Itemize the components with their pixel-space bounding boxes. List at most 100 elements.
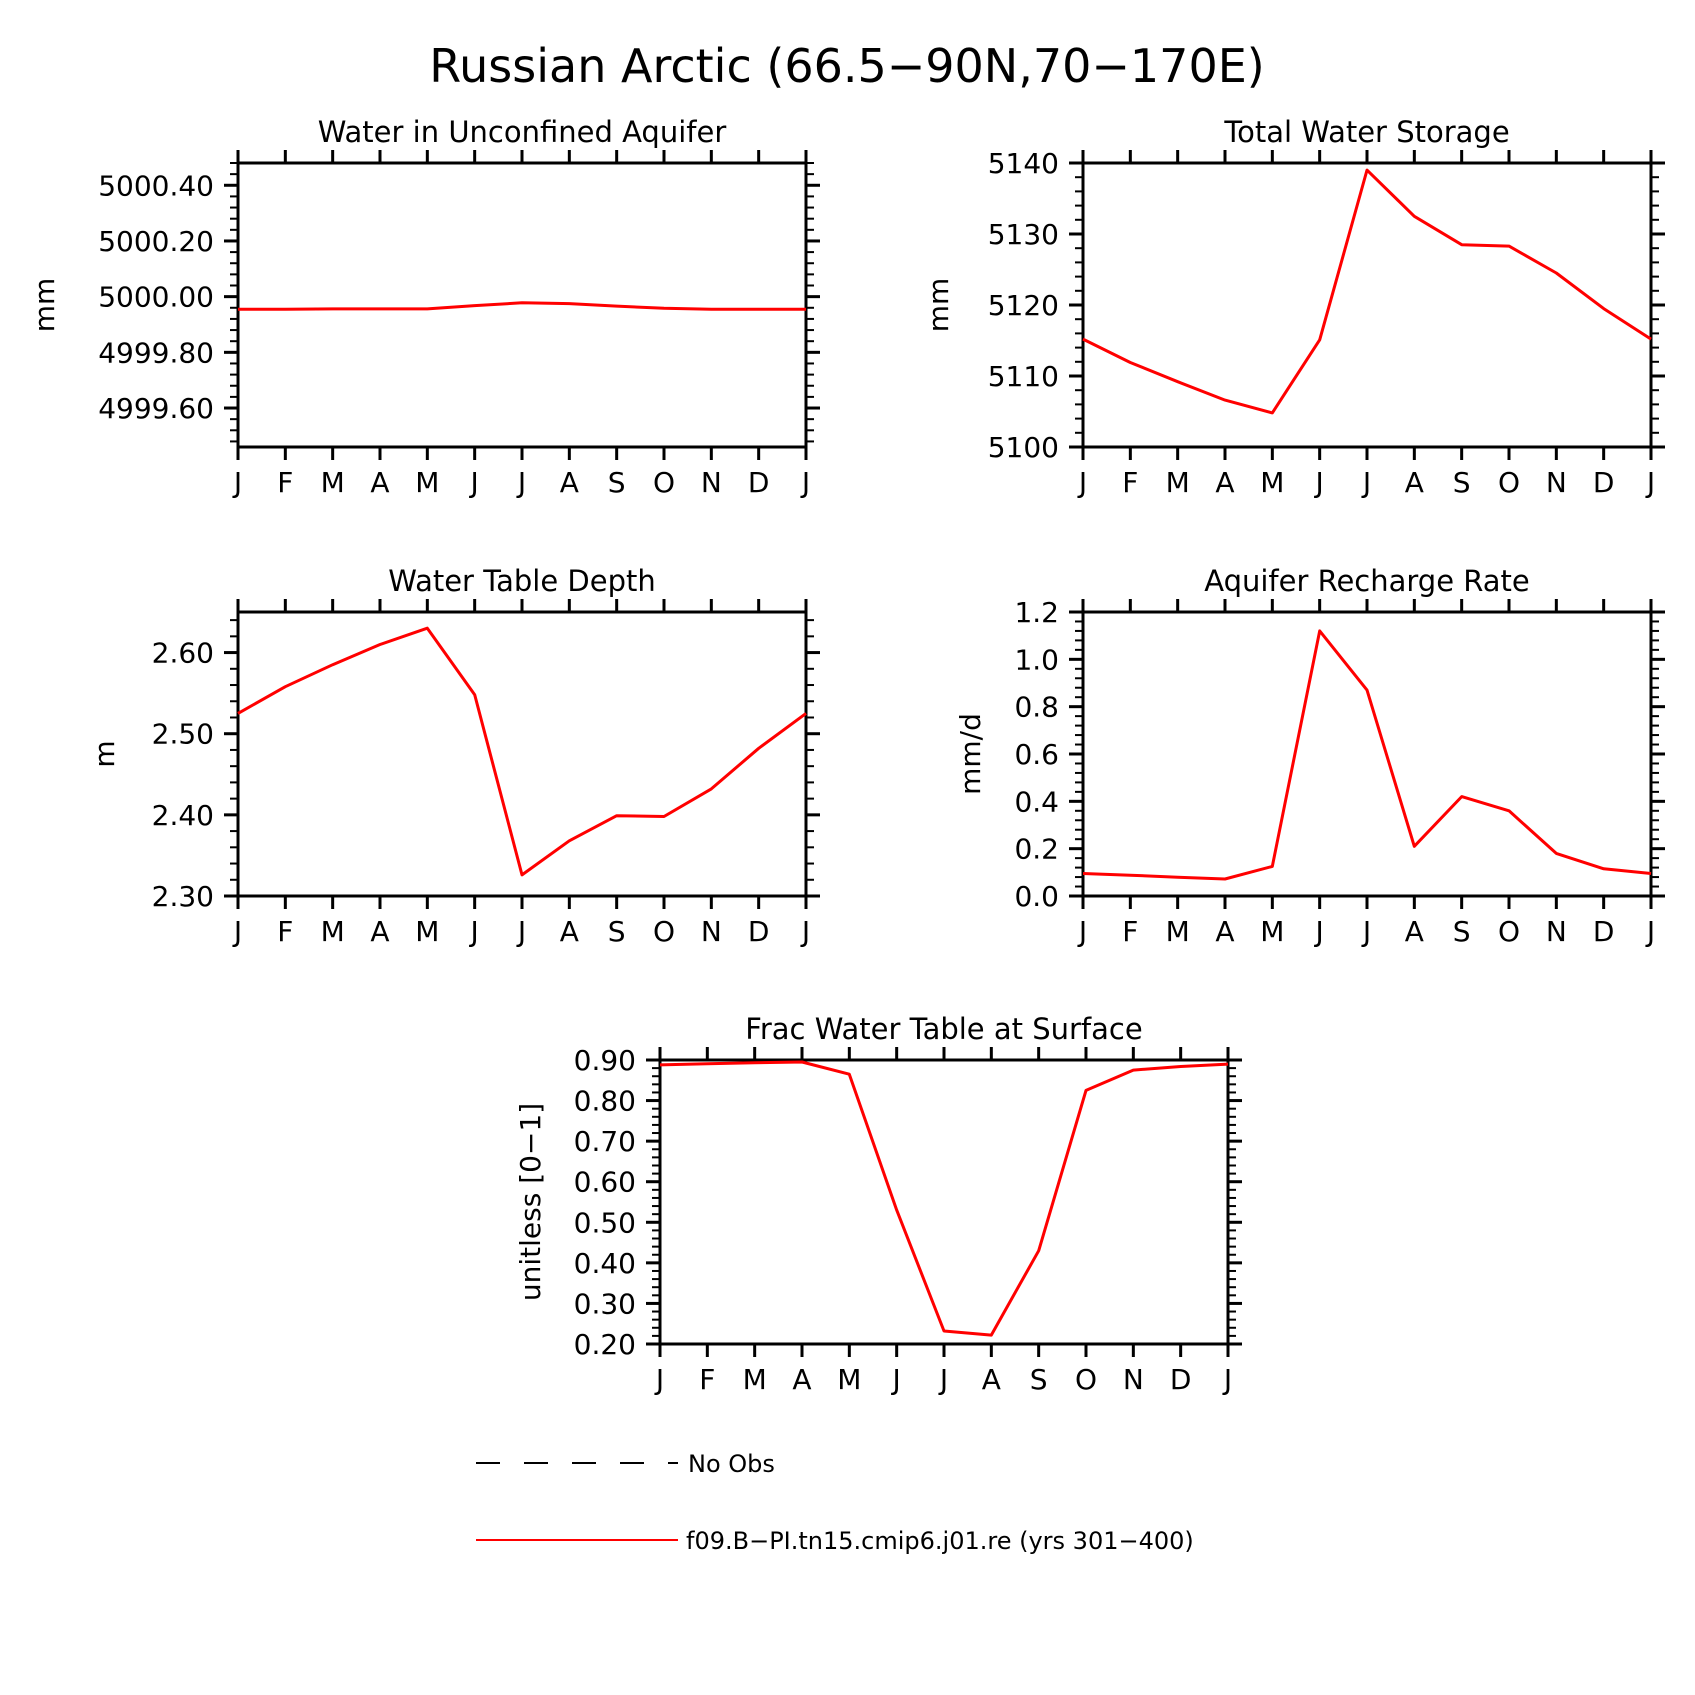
y-tick-label: 0.8 (1014, 691, 1059, 724)
x-tick-label: O (1498, 466, 1520, 499)
x-tick-label: O (653, 466, 675, 499)
x-tick-label: D (748, 466, 770, 499)
y-tick-label: 0.70 (574, 1125, 636, 1158)
panel-title: Water Table Depth (388, 564, 656, 598)
x-tick-label: A (560, 466, 579, 499)
y-tick-label: 4999.60 (98, 392, 214, 425)
y-tick-label: 4999.80 (98, 336, 214, 369)
x-tick-label: M (1166, 466, 1190, 499)
panel-title: Frac Water Table at Surface (745, 1012, 1142, 1046)
x-tick-label: J (516, 466, 526, 499)
series-line-1 (1082, 168, 1652, 415)
y-axis-label: mm (922, 278, 955, 333)
plot-frame (658, 1058, 1230, 1346)
x-tick-label: J (1077, 915, 1087, 948)
y-tick-label: 1.2 (1014, 596, 1059, 629)
x-tick-label: J (800, 466, 810, 499)
y-axis-label: mm (28, 278, 61, 333)
x-tick-label: J (1314, 915, 1324, 948)
y-tick-label: 2.30 (152, 880, 214, 913)
x-tick-label: F (1122, 466, 1138, 499)
legend: No Obs f09.B−PI.tn15.cmip6.j01.re (yrs 3… (476, 1450, 1194, 1555)
x-tick-label: O (1075, 1363, 1097, 1396)
y-tick-label: 0.80 (574, 1085, 636, 1118)
x-tick-label: J (800, 915, 810, 948)
x-tick-label: J (938, 1363, 948, 1396)
y-axis-label: mm/d (954, 713, 987, 795)
y-tick-label: 5000.00 (98, 281, 214, 314)
x-tick-label: S (1453, 915, 1471, 948)
series-line-1 (237, 626, 807, 877)
chart-panel-1: J F M A M J J A S O N D J4999.604999.805000.005000.2… (28, 115, 820, 499)
y-tick-label: 0.4 (1014, 785, 1059, 818)
x-tick-label: D (748, 915, 770, 948)
chart-panel-5: J F M A M J J A S O N D J0.200.300.400.500.600.700.8… (514, 1012, 1242, 1396)
x-tick-label: M (1166, 915, 1190, 948)
x-tick-label: J (1077, 466, 1087, 499)
y-tick-label: 5100 (988, 431, 1059, 464)
panels: J F M A M J J A S O N D J4999.604999.805000.005000.2… (28, 115, 1665, 1396)
y-tick-label: 0.0 (1014, 880, 1059, 913)
plot-frame (1081, 610, 1653, 898)
x-tick-label: F (277, 915, 293, 948)
x-tick-label: J (654, 1363, 664, 1396)
y-tick-label: 1.0 (1014, 643, 1059, 676)
x-tick-label: M (321, 466, 345, 499)
x-tick-label: J (1645, 466, 1655, 499)
x-tick-label: A (1215, 915, 1234, 948)
x-tick-label: A (792, 1363, 811, 1396)
x-tick-label: M (321, 915, 345, 948)
x-tick-label: O (1498, 915, 1520, 948)
x-tick-label: D (1593, 466, 1615, 499)
plot-frame (1081, 161, 1653, 449)
y-tick-label: 0.90 (574, 1044, 636, 1077)
y-axis-label: m (88, 740, 121, 767)
chart-panel-4: J F M A M J J A S O N D J0.00.20.40.60.81.01.2Aquife… (954, 564, 1665, 948)
x-tick-label: A (1405, 915, 1424, 948)
panel-title: Water in Unconfined Aquifer (318, 115, 727, 149)
y-tick-label: 0.2 (1014, 833, 1059, 866)
x-tick-label: J (469, 915, 479, 948)
x-tick-label: J (1314, 466, 1324, 499)
series-line-1 (1082, 629, 1652, 881)
y-tick-label: 2.60 (152, 637, 214, 670)
x-tick-label: J (232, 915, 242, 948)
x-tick-label: J (1645, 915, 1655, 948)
x-tick-label: D (1593, 915, 1615, 948)
x-tick-label: S (608, 915, 626, 948)
plot-frame (236, 161, 808, 449)
y-tick-label: 2.40 (152, 799, 214, 832)
x-tick-label: J (469, 466, 479, 499)
x-tick-label: D (1170, 1363, 1192, 1396)
x-tick-label: O (653, 915, 675, 948)
y-tick-label: 2.50 (152, 718, 214, 751)
x-tick-label: J (232, 466, 242, 499)
x-tick-label: A (370, 915, 389, 948)
plot-frame (236, 610, 808, 898)
x-tick-label: N (701, 915, 722, 948)
series-line-1 (659, 1060, 1229, 1337)
x-tick-label: F (699, 1363, 715, 1396)
x-tick-label: A (1405, 466, 1424, 499)
panel-title: Total Water Storage (1223, 115, 1509, 149)
x-tick-label: M (415, 466, 439, 499)
y-tick-label: 0.20 (574, 1328, 636, 1361)
x-tick-label: A (1215, 466, 1234, 499)
y-tick-label: 0.60 (574, 1166, 636, 1199)
y-tick-label: 5130 (988, 218, 1059, 251)
x-tick-label: M (837, 1363, 861, 1396)
panel-title: Aquifer Recharge Rate (1204, 564, 1530, 598)
x-tick-label: S (1030, 1363, 1048, 1396)
x-tick-label: M (743, 1363, 767, 1396)
x-tick-label: J (1222, 1363, 1232, 1396)
x-tick-label: S (1453, 466, 1471, 499)
x-tick-label: A (370, 466, 389, 499)
y-tick-label: 5140 (988, 147, 1059, 180)
legend-no-obs-label: No Obs (688, 1450, 775, 1478)
x-tick-label: J (516, 915, 526, 948)
y-tick-label: 5000.20 (98, 225, 214, 258)
x-tick-label: J (891, 1363, 901, 1396)
